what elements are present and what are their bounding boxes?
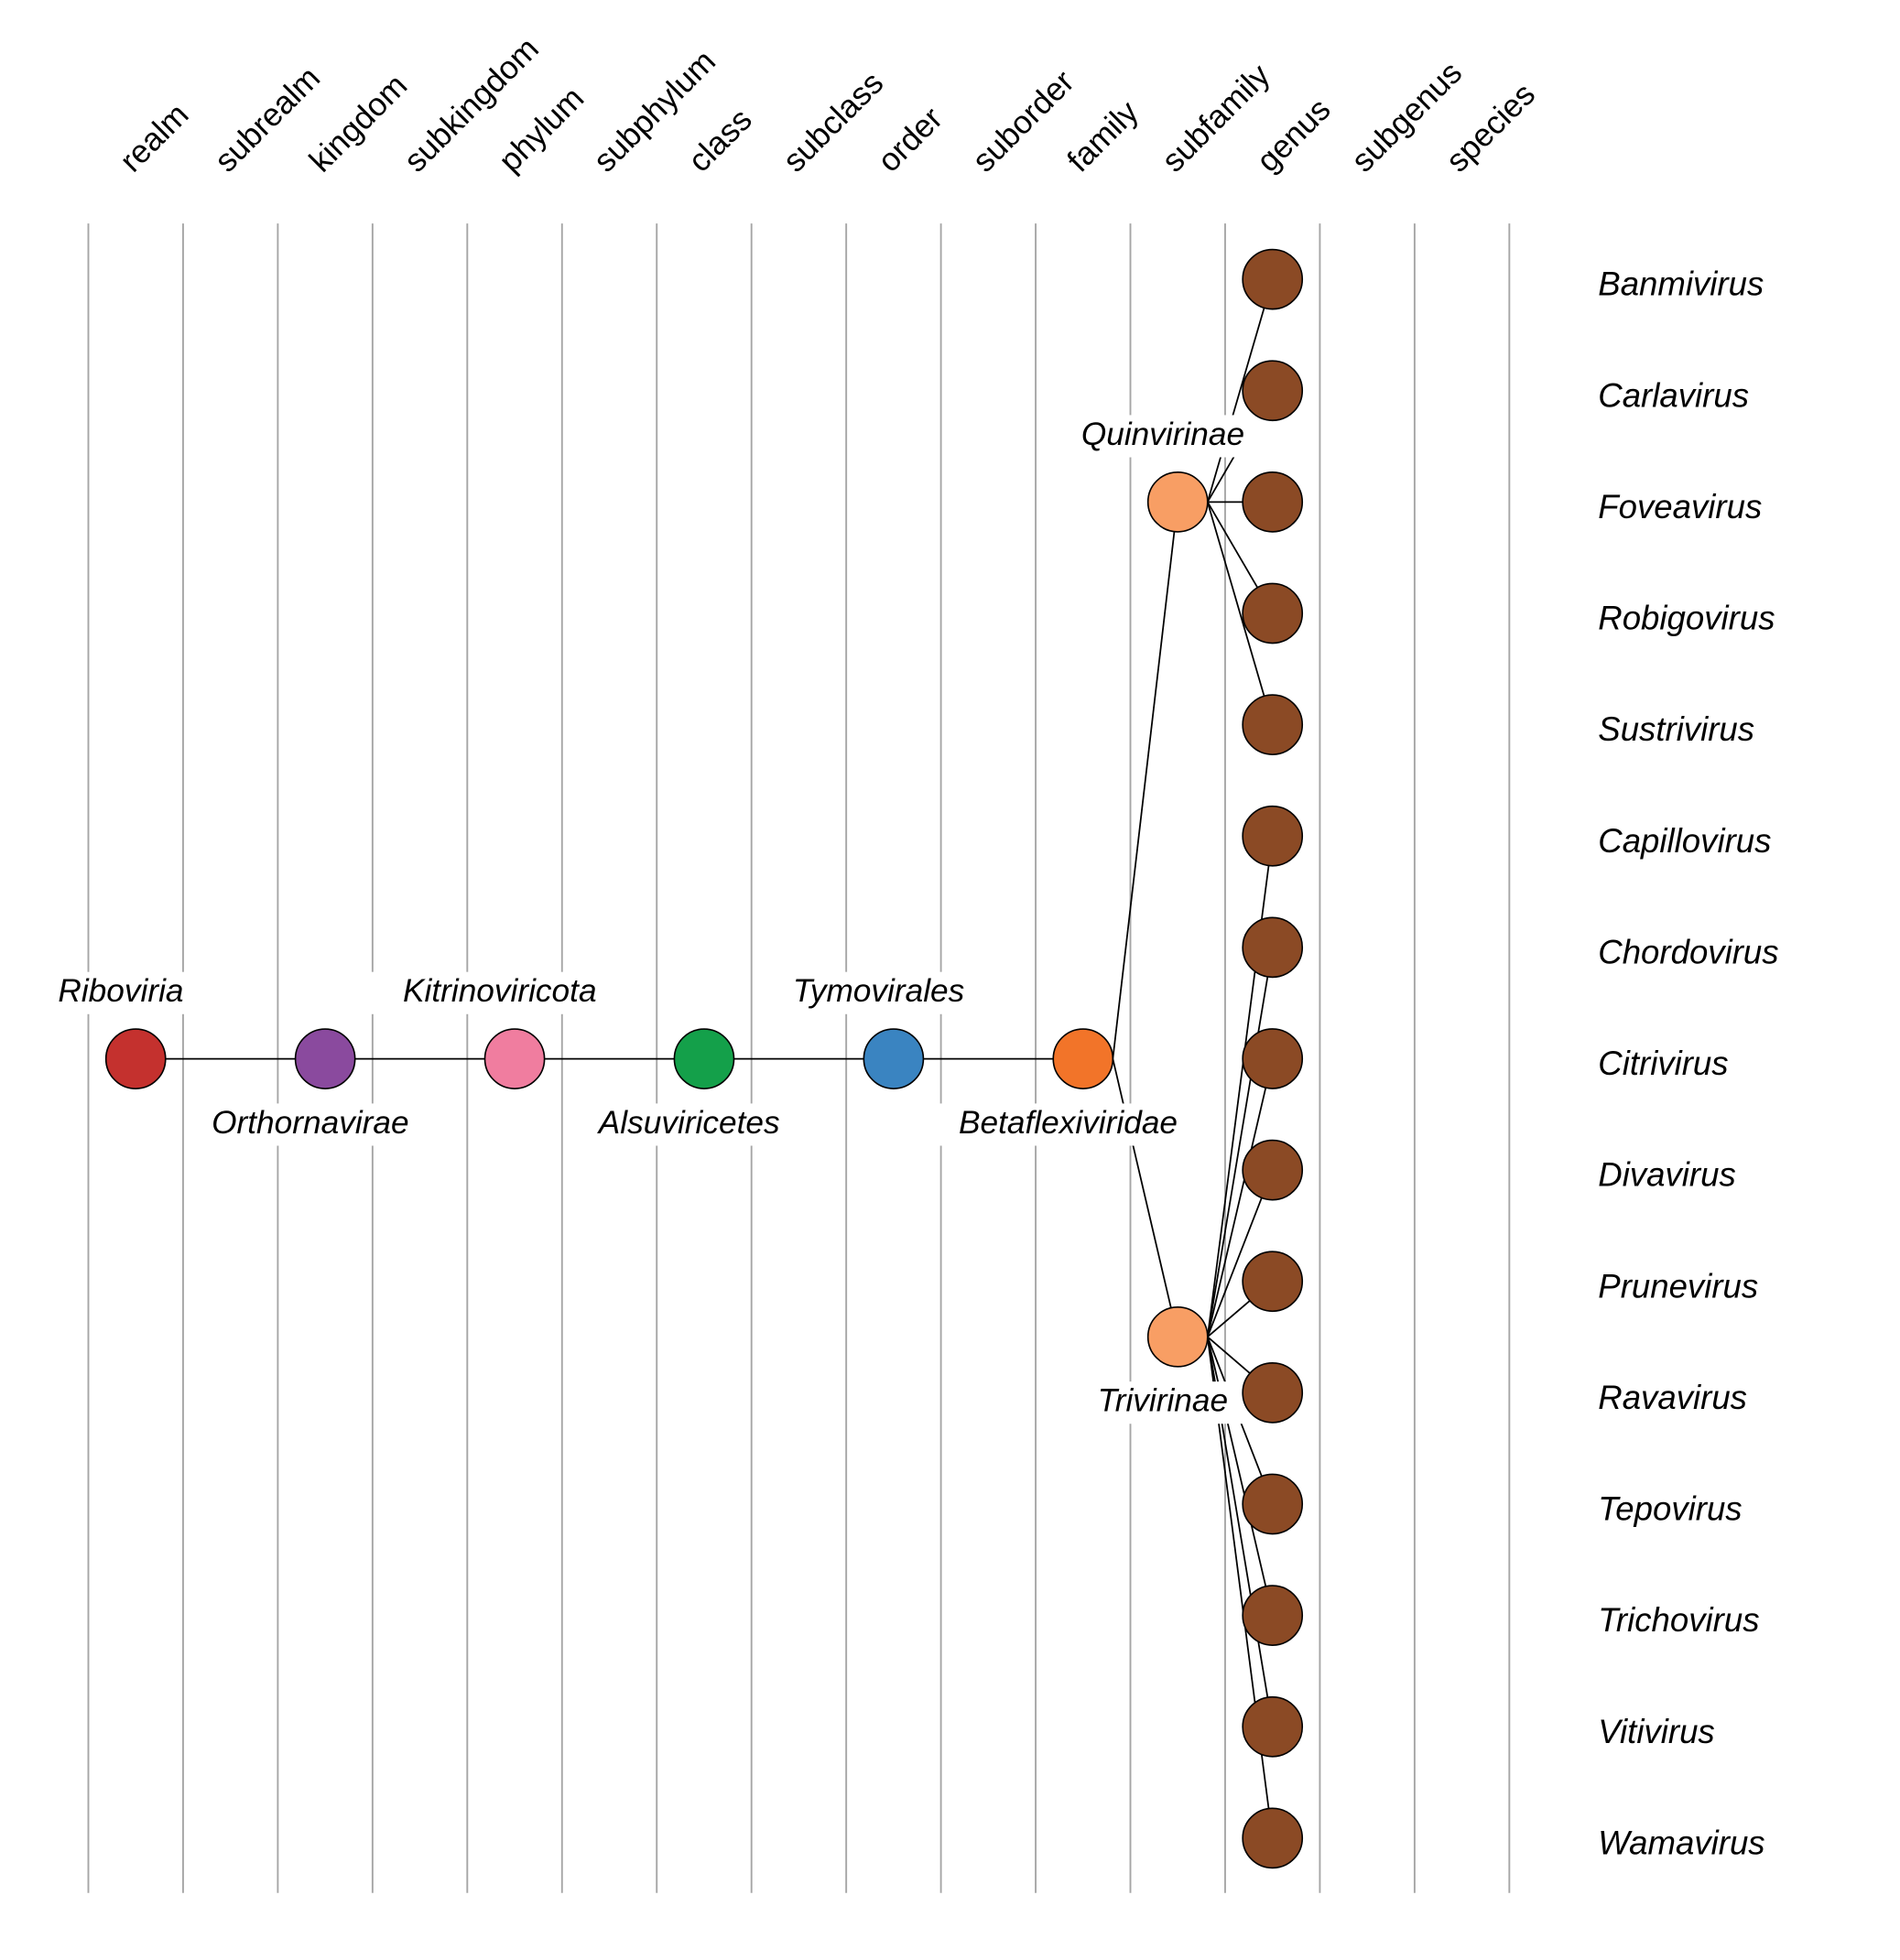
edge-Quinvirinae-Banmivirus <box>1206 278 1274 503</box>
label-background <box>370 971 629 1014</box>
rank-header-realm: realm <box>114 97 196 179</box>
genus-label-trichovirus: Trichovirus <box>1598 1601 1759 1639</box>
node-sustrivirus[interactable] <box>1242 694 1304 755</box>
node-orthornavirae[interactable] <box>294 1028 356 1089</box>
node-alsuviricetes[interactable] <box>673 1028 735 1089</box>
node-foveavirus[interactable] <box>1242 471 1304 533</box>
label-background <box>197 1103 423 1146</box>
edge-Trivirinae-Chordovirus <box>1206 947 1274 1337</box>
genus-label-sustrivirus: Sustrivirus <box>1598 710 1754 748</box>
node-banmivirus[interactable] <box>1242 248 1304 310</box>
node-chordovirus[interactable] <box>1242 916 1304 979</box>
edge-Betaflexiviridae-Quinvirinae <box>1112 502 1179 1059</box>
genus-label-divavirus: Divavirus <box>1598 1156 1735 1194</box>
rank-header-order: order <box>871 101 950 179</box>
node-label-orthornavirae: Orthornavirae <box>212 1105 409 1141</box>
genus-label-wamavirus: Wamavirus <box>1598 1824 1764 1861</box>
node-label-trivirinae: Trivirinae <box>1098 1383 1228 1419</box>
node-labels: Riboviria Orthornavirae Kitrinoviricota Als… <box>40 415 1260 1424</box>
genus-label-robigovirus: Robigovirus <box>1598 600 1775 637</box>
node-robigovirus[interactable] <box>1242 582 1304 644</box>
genus-label-prunevirus: Prunevirus <box>1598 1267 1758 1305</box>
label-background <box>576 1103 802 1146</box>
edge-Quinvirinae-Sustrivirus <box>1206 502 1274 725</box>
edge-Trivirinae-Citrivirus <box>1206 1058 1274 1337</box>
rank-header-genus: genus <box>1250 92 1337 179</box>
rank-header-phylum: phylum <box>492 81 591 179</box>
genus-label-carlavirus: Carlavirus <box>1598 376 1749 414</box>
nodes <box>104 248 1304 1869</box>
node-citrivirus[interactable] <box>1242 1028 1304 1089</box>
node-prunevirus[interactable] <box>1242 1251 1304 1313</box>
node-label-tymovirales: Tymovirales <box>793 973 964 1009</box>
node-carlavirus[interactable] <box>1242 360 1304 422</box>
node-label-riboviria: Riboviria <box>58 973 183 1009</box>
label-background <box>930 1103 1206 1146</box>
node-vitivirus[interactable] <box>1242 1695 1304 1758</box>
node-trichovirus[interactable] <box>1242 1585 1304 1646</box>
node-tymovirales[interactable] <box>863 1028 925 1089</box>
genus-label-foveavirus: Foveavirus <box>1598 488 1762 525</box>
rank-headers: realm subrealmkingdomsubkingdomphylumsubp… <box>114 31 1542 179</box>
node-divavirus[interactable] <box>1242 1139 1304 1201</box>
genus-label-citrivirus: Citrivirus <box>1598 1045 1728 1082</box>
rank-header-family: family <box>1060 94 1145 179</box>
label-background <box>40 971 201 1014</box>
label-background <box>1074 1381 1252 1424</box>
node-wamavirus[interactable] <box>1242 1807 1304 1869</box>
edge-Betaflexiviridae-Trivirinae <box>1112 1058 1179 1337</box>
node-label-betaflexiviridae: Betaflexiviridae <box>959 1105 1178 1141</box>
node-label-alsuviricetes: Alsuviricetes <box>597 1105 780 1141</box>
genus-labels: Banmivirus Carlavirus Foveavirus Robigoviru… <box>1598 265 1778 1862</box>
node-kitrinoviricota[interactable] <box>483 1028 546 1089</box>
rank-header-subclass: subclass <box>776 65 891 179</box>
genus-label-chordovirus: Chordovirus <box>1598 933 1778 970</box>
genus-label-capillovirus: Capillovirus <box>1598 822 1771 860</box>
genus-label-tepovirus: Tepovirus <box>1598 1490 1742 1528</box>
genus-label-vitivirus: Vitivirus <box>1598 1713 1714 1750</box>
genus-label-banmivirus: Banmivirus <box>1598 265 1764 303</box>
node-label-quinvirinae: Quinvirinae <box>1081 417 1244 452</box>
rank-header-class: class <box>681 102 758 179</box>
rank-header-suborder: suborder <box>966 63 1081 179</box>
node-trivirinae[interactable] <box>1146 1305 1209 1368</box>
node-ravavirus[interactable] <box>1242 1361 1304 1424</box>
label-background <box>1066 415 1260 458</box>
node-riboviria[interactable] <box>104 1028 167 1089</box>
node-betaflexiviridae[interactable] <box>1052 1028 1114 1089</box>
node-label-kitrinoviricota: Kitrinoviricota <box>403 973 597 1009</box>
genus-label-ravavirus: Ravavirus <box>1598 1379 1747 1416</box>
label-background <box>782 971 975 1014</box>
node-quinvirinae[interactable] <box>1146 471 1209 533</box>
node-tepovirus[interactable] <box>1242 1473 1304 1535</box>
node-capillovirus[interactable] <box>1242 805 1304 867</box>
